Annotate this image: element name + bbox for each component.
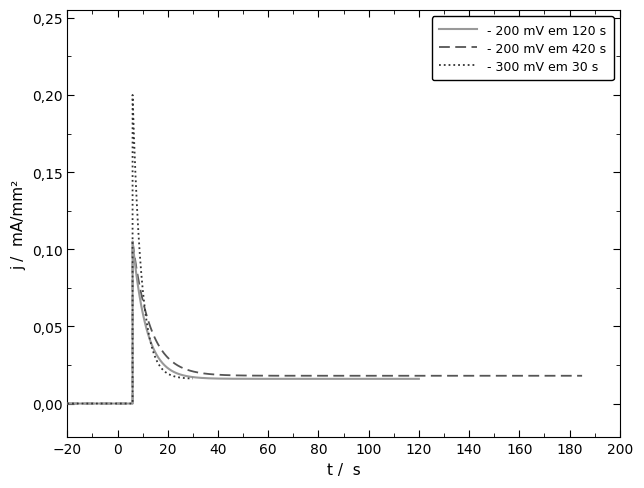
 - 200 mV em 120 s xyxy=(307,376,315,382)
 - 300 mV em 30 s xyxy=(141,305,149,310)
 - 200 mV em 120 s xyxy=(203,375,211,381)
 - 200 mV em 120 s xyxy=(186,374,194,380)
Line:  - 300 mV em 30 s: - 300 mV em 30 s xyxy=(67,96,193,404)
 - 300 mV em 30 s xyxy=(133,210,141,216)
 - 200 mV em 120 s xyxy=(151,349,159,355)
 - 200 mV em 420 s xyxy=(409,373,417,379)
 - 300 mV em 30 s xyxy=(189,376,196,382)
X-axis label: t /  s: t / s xyxy=(327,462,361,477)
Line:  - 200 mV em 420 s: - 200 mV em 420 s xyxy=(67,242,582,404)
 - 200 mV em 120 s xyxy=(351,376,359,382)
 - 300 mV em 30 s xyxy=(166,372,174,378)
 - 200 mV em 420 s xyxy=(245,373,252,379)
 - 300 mV em 30 s xyxy=(129,93,137,99)
 - 200 mV em 420 s xyxy=(164,355,171,361)
Legend:  - 200 mV em 120 s,  - 200 mV em 420 s,  - 300 mV em 30 s: - 200 mV em 120 s, - 200 mV em 420 s, - … xyxy=(431,18,614,81)
Y-axis label: j /  mA/mm²: j / mA/mm² xyxy=(11,179,26,269)
 - 200 mV em 420 s xyxy=(129,239,137,245)
 - 200 mV em 120 s xyxy=(415,376,422,382)
 - 300 mV em 30 s xyxy=(175,375,183,381)
 - 200 mV em 120 s xyxy=(216,376,224,382)
 - 200 mV em 420 s xyxy=(477,373,485,379)
 - 200 mV em 420 s xyxy=(578,373,586,379)
 - 200 mV em 420 s xyxy=(63,401,71,407)
Line:  - 200 mV em 120 s: - 200 mV em 120 s xyxy=(67,242,419,404)
 - 200 mV em 120 s xyxy=(63,401,71,407)
 - 300 mV em 30 s xyxy=(147,342,155,347)
 - 200 mV em 420 s xyxy=(267,373,274,379)
 - 200 mV em 420 s xyxy=(219,372,227,378)
 - 300 mV em 30 s xyxy=(144,328,152,334)
 - 300 mV em 30 s xyxy=(63,401,71,407)
 - 200 mV em 120 s xyxy=(129,239,137,245)
